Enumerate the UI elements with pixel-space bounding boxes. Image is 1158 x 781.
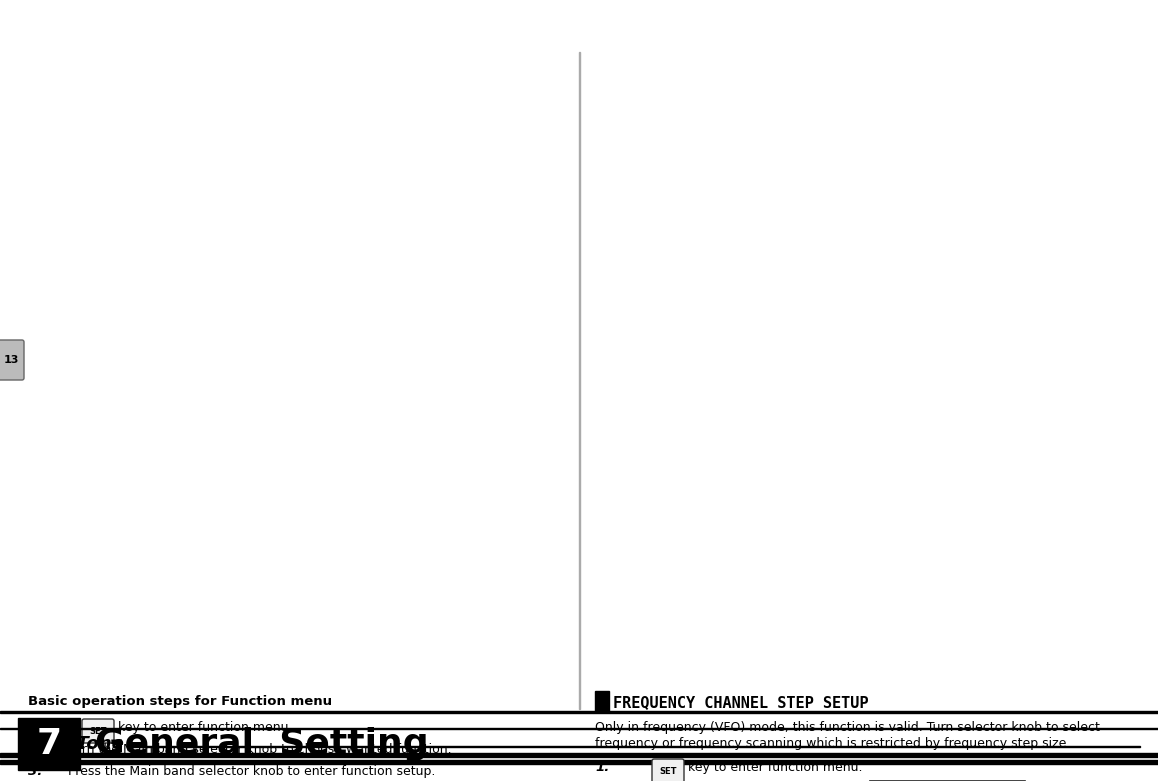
Bar bbox=[19, 718, 80, 770]
Text: 1.: 1. bbox=[28, 721, 42, 734]
Text: Press the Main band selector knob to enter function setup.: Press the Main band selector knob to ent… bbox=[68, 765, 435, 778]
Text: Basic operation steps for Function menu: Basic operation steps for Function menu bbox=[28, 695, 332, 708]
Text: 1.: 1. bbox=[595, 761, 609, 774]
Text: SET: SET bbox=[659, 766, 676, 776]
Bar bbox=[0, 760, 1158, 764]
Text: General  Setting: General Setting bbox=[95, 727, 428, 761]
Bar bbox=[0, 727, 1158, 729]
Bar bbox=[0, 753, 1158, 757]
Bar bbox=[130, 746, 1139, 747]
FancyBboxPatch shape bbox=[0, 340, 24, 380]
Text: SET: SET bbox=[89, 726, 107, 736]
Text: Only in frequency (VFO) mode, this function is valid. Turn selector knob to sele: Only in frequency (VFO) mode, this funct… bbox=[595, 721, 1100, 734]
Text: frequency or frequency scanning which is restricted by frequency step size.: frequency or frequency scanning which is… bbox=[595, 737, 1070, 750]
FancyBboxPatch shape bbox=[82, 719, 113, 743]
Text: 2.: 2. bbox=[28, 743, 42, 756]
Bar bbox=[0, 711, 1158, 713]
Text: key to enter function menu.: key to enter function menu. bbox=[688, 761, 863, 774]
Text: Turn the Main band selector knob to choose wanted function.: Turn the Main band selector knob to choo… bbox=[68, 743, 452, 756]
Text: FREQUENCY CHANNEL STEP SETUP: FREQUENCY CHANNEL STEP SETUP bbox=[613, 695, 868, 710]
FancyBboxPatch shape bbox=[652, 759, 684, 781]
Text: 7: 7 bbox=[36, 727, 61, 761]
Text: AnyTone: AnyTone bbox=[38, 735, 124, 753]
Text: 13: 13 bbox=[3, 355, 19, 365]
Text: key to enter function menu.: key to enter function menu. bbox=[118, 721, 293, 734]
Bar bbox=[595, 691, 609, 711]
Text: 3.: 3. bbox=[28, 765, 42, 778]
